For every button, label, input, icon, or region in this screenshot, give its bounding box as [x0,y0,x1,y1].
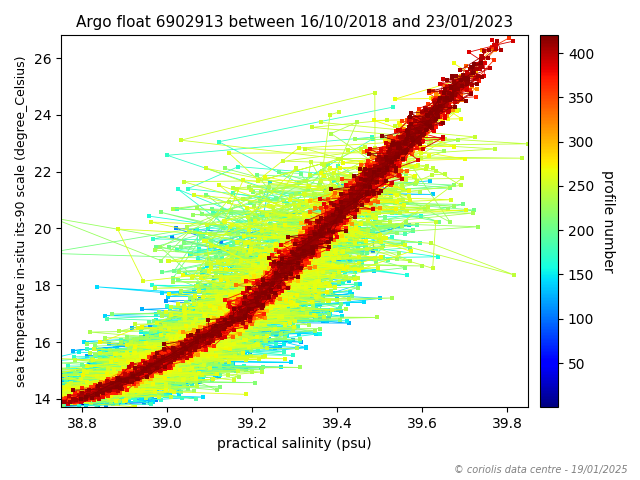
Text: © coriolis data centre - 19/01/2025: © coriolis data centre - 19/01/2025 [454,465,627,475]
X-axis label: practical salinity (psu): practical salinity (psu) [218,437,372,451]
Y-axis label: profile number: profile number [601,170,615,273]
Title: Argo float 6902913 between 16/10/2018 and 23/01/2023: Argo float 6902913 between 16/10/2018 an… [76,15,513,30]
Y-axis label: sea temperature in-situ its-90 scale (degree_Celsius): sea temperature in-situ its-90 scale (de… [15,56,28,387]
